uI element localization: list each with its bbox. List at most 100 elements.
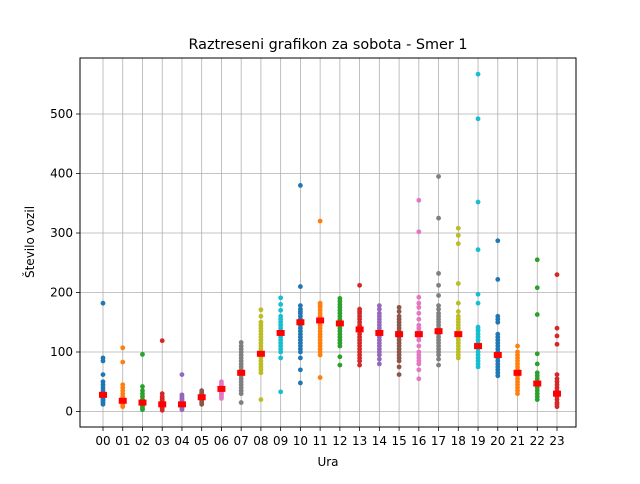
data-point	[416, 316, 422, 322]
data-point	[416, 343, 422, 349]
x-tick-label: 23	[549, 434, 564, 448]
data-point	[436, 306, 441, 312]
data-point	[475, 300, 481, 306]
data-point	[376, 361, 382, 367]
x-tick-label: 07	[234, 434, 249, 448]
data-point	[436, 362, 441, 368]
data-point	[199, 401, 205, 407]
data-point	[376, 356, 382, 362]
x-tick-label: 21	[510, 434, 525, 448]
data-point	[455, 300, 461, 306]
data-point	[534, 285, 540, 291]
median-marker	[296, 319, 305, 326]
data-point	[554, 372, 560, 378]
data-point	[278, 302, 284, 307]
data-point	[396, 304, 402, 310]
data-point	[258, 370, 264, 376]
data-point	[534, 361, 540, 367]
data-point	[515, 391, 520, 397]
data-point	[554, 325, 560, 331]
x-tick-label: 18	[451, 434, 466, 448]
y-tick-label: 0	[65, 405, 73, 419]
data-point	[159, 338, 165, 344]
median-marker	[493, 351, 502, 358]
data-point	[436, 293, 441, 298]
plot-frame	[79, 57, 577, 428]
data-point	[297, 380, 303, 386]
median-marker	[395, 331, 404, 338]
data-point	[120, 359, 126, 365]
data-point	[436, 356, 441, 362]
x-tick-label: 22	[530, 434, 545, 448]
data-point	[317, 218, 323, 224]
median-markers	[99, 317, 561, 408]
data-point	[475, 116, 481, 122]
x-tick-label: 06	[214, 434, 229, 448]
data-point	[357, 358, 363, 364]
y-tick-label: 500	[50, 107, 73, 121]
data-point	[100, 372, 106, 378]
data-point	[120, 345, 126, 351]
x-tick-label: 04	[174, 434, 189, 448]
data-point	[416, 367, 422, 373]
data-point	[179, 407, 185, 413]
data-point	[140, 407, 145, 413]
x-tick-label: 01	[115, 434, 130, 448]
data-point	[376, 306, 382, 312]
data-point	[317, 352, 323, 358]
data-point	[416, 229, 422, 235]
data-point	[534, 397, 540, 402]
data-point	[534, 351, 540, 357]
median-marker	[533, 380, 542, 387]
x-tick-label: 16	[411, 434, 426, 448]
median-marker	[513, 369, 522, 376]
data-point	[376, 352, 382, 358]
data-point	[100, 358, 106, 364]
data-point	[297, 367, 303, 373]
data-point	[278, 307, 284, 313]
data-point	[455, 309, 461, 314]
data-point	[357, 282, 363, 288]
data-point	[159, 407, 165, 413]
data-point	[416, 294, 422, 300]
data-point	[554, 333, 560, 339]
data-point	[238, 340, 244, 345]
x-axis-ticks: 00 01 02 03 04 05 06 07 08 09 10 11 12 13 14 15 16 17 18 19…	[95, 427, 565, 448]
data-point	[554, 272, 560, 278]
data-point	[100, 401, 106, 407]
median-marker	[375, 329, 384, 336]
data-point	[436, 271, 441, 276]
data-point	[258, 307, 264, 313]
y-tick-label: 300	[50, 226, 73, 240]
data-point	[495, 373, 501, 379]
x-tick-label: 19	[470, 434, 485, 448]
median-marker	[237, 369, 246, 376]
median-marker	[138, 399, 147, 406]
data-point	[475, 71, 481, 77]
data-point	[376, 303, 382, 308]
data-point	[396, 364, 402, 370]
data-point	[436, 215, 441, 221]
median-marker	[474, 343, 483, 350]
median-marker	[553, 390, 561, 397]
median-marker	[158, 401, 167, 408]
data-point	[416, 300, 422, 306]
data-point	[495, 238, 501, 244]
median-marker	[355, 326, 364, 333]
data-point	[475, 291, 481, 297]
data-point	[238, 391, 244, 397]
data-point	[140, 384, 145, 389]
data-point	[219, 396, 224, 401]
x-tick-label: 02	[135, 434, 150, 448]
data-point	[297, 284, 303, 289]
data-point	[554, 341, 560, 347]
data-point	[140, 351, 145, 357]
y-tick-label: 200	[50, 286, 73, 300]
data-point	[554, 404, 560, 410]
y-axis-ticks: 0 100 200 300 400 500	[50, 107, 80, 419]
x-tick-label: 14	[372, 434, 387, 448]
x-tick-label: 15	[391, 434, 406, 448]
data-point	[416, 337, 422, 343]
data-point	[297, 183, 303, 188]
data-point	[436, 174, 441, 179]
